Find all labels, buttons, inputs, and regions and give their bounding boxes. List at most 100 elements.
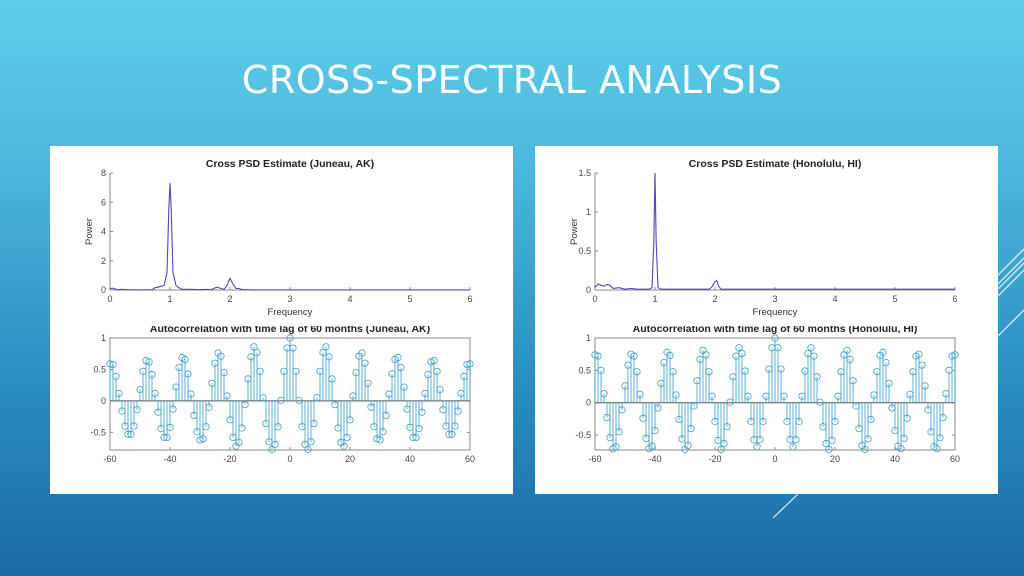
- stem-marker: [235, 438, 243, 447]
- stem-marker: [448, 430, 456, 438]
- stem-marker: [307, 438, 315, 446]
- x-tick-label: 0: [772, 454, 777, 464]
- stem-marker: [325, 353, 333, 361]
- stem-marker: [921, 382, 929, 390]
- stem-marker: [415, 425, 423, 433]
- chart-title: Autocorrelation with time lag of 60 mont…: [150, 326, 430, 335]
- stem-marker: [277, 396, 285, 404]
- stem-marker: [777, 365, 785, 373]
- stem-marker: [669, 368, 677, 376]
- stem-marker: [322, 343, 330, 351]
- y-tick-label: 4: [101, 227, 106, 237]
- stem-marker: [897, 445, 905, 453]
- stem-marker: [451, 422, 459, 430]
- y-axis-label: Power: [84, 218, 95, 245]
- stem-marker: [831, 417, 839, 426]
- stem-marker: [744, 392, 752, 400]
- stem-marker: [738, 349, 746, 358]
- y-tick-label: 0: [586, 285, 591, 295]
- y-tick-label: 1: [101, 333, 106, 343]
- stem-marker: [615, 428, 623, 436]
- x-tick-label: 40: [890, 454, 900, 464]
- honolulu-figure: Cross PSD Estimate (Honolulu, HI) 0 1 2 3 4 5 6…: [535, 146, 998, 494]
- x-tick-label: 2: [712, 294, 717, 304]
- x-tick-label: 4: [832, 294, 837, 304]
- stem-marker: [115, 389, 123, 397]
- stem-marker: [810, 352, 818, 360]
- stem-marker: [109, 360, 117, 369]
- stem-marker: [843, 346, 851, 354]
- stem-marker: [918, 361, 926, 369]
- x-tick-label: -60: [588, 454, 601, 464]
- x-tick-label: 0: [107, 294, 112, 304]
- stem-marker: [343, 433, 351, 442]
- stem-marker: [864, 435, 872, 443]
- stem-marker: [346, 416, 354, 424]
- stem-marker: [651, 426, 659, 435]
- x-tick-label: 20: [345, 454, 355, 464]
- x-tick-label: 5: [407, 294, 412, 304]
- y-tick-label: 1.5: [578, 168, 591, 178]
- x-tick-label: 5: [892, 294, 897, 304]
- chart-title: Cross PSD Estimate (Juneau, AK): [206, 158, 374, 170]
- stem-marker: [112, 372, 120, 380]
- stem-marker: [397, 363, 405, 372]
- stem-marker: [807, 344, 815, 352]
- stem-marker: [687, 425, 695, 433]
- x-tick-label: 2: [227, 294, 232, 304]
- stem-marker: [630, 352, 638, 360]
- stem-marker: [433, 367, 441, 375]
- y-tick-label: 0.5: [93, 364, 106, 374]
- stem-marker: [454, 407, 462, 415]
- stem-marker: [789, 443, 797, 451]
- y-tick-label: 1: [586, 207, 591, 217]
- y-tick-label: 2: [101, 256, 106, 266]
- chart-title: Autocorrelation with time lag of 60 mont…: [633, 326, 918, 335]
- stem-marker: [939, 414, 947, 422]
- x-tick-label: 3: [772, 294, 777, 304]
- stem-marker: [202, 423, 210, 431]
- y-tick-label: 8: [101, 168, 106, 178]
- stem-marker: [594, 352, 602, 360]
- stem-marker: [379, 428, 387, 436]
- stem-marker: [867, 415, 875, 424]
- x-axis-label: Frequency: [753, 307, 798, 318]
- stem-marker: [666, 351, 674, 360]
- stem-marker: [825, 445, 833, 453]
- stem-marker: [340, 442, 348, 450]
- stem-marker: [828, 436, 836, 444]
- stem-marker: [250, 343, 258, 351]
- stem-marker: [792, 436, 800, 444]
- x-tick-label: 0: [592, 294, 597, 304]
- y-tick-label: -0.5: [90, 427, 106, 437]
- stem-marker: [846, 355, 854, 363]
- stem-marker: [648, 442, 656, 450]
- stem-marker: [636, 390, 644, 398]
- stem-marker: [612, 443, 620, 451]
- stem-marker: [310, 419, 318, 428]
- stem-marker: [256, 367, 264, 375]
- x-tick-label: -20: [223, 454, 236, 464]
- autocorrelation-chart-juneau: Autocorrelation with time lag of 60 mont…: [90, 326, 475, 464]
- stem-marker: [436, 385, 444, 394]
- x-tick-label: 40: [405, 454, 415, 464]
- psd-chart-juneau: Cross PSD Estimate (Juneau, AK) 0 1 2 3 4 5 6 0 2…: [84, 158, 473, 318]
- stem-marker: [672, 391, 680, 399]
- y-tick-label: 1: [586, 333, 591, 343]
- stem-marker: [702, 351, 710, 359]
- stem-marker: [181, 355, 189, 363]
- x-tick-label: 60: [465, 454, 475, 464]
- x-tick-label: 1: [167, 294, 172, 304]
- stem-marker: [466, 360, 474, 368]
- stem-marker: [241, 401, 249, 409]
- stem-marker: [130, 422, 138, 430]
- slide-title: CROSS-SPECTRAL ANALYSIS: [241, 58, 783, 102]
- stem-marker: [780, 392, 788, 400]
- stem-marker: [166, 423, 174, 431]
- stem-marker: [756, 436, 764, 444]
- stem-marker: [741, 367, 749, 375]
- stem-marker: [418, 408, 426, 416]
- stem-marker: [600, 390, 608, 398]
- stem-marker: [813, 373, 821, 381]
- stem-marker: [618, 406, 626, 414]
